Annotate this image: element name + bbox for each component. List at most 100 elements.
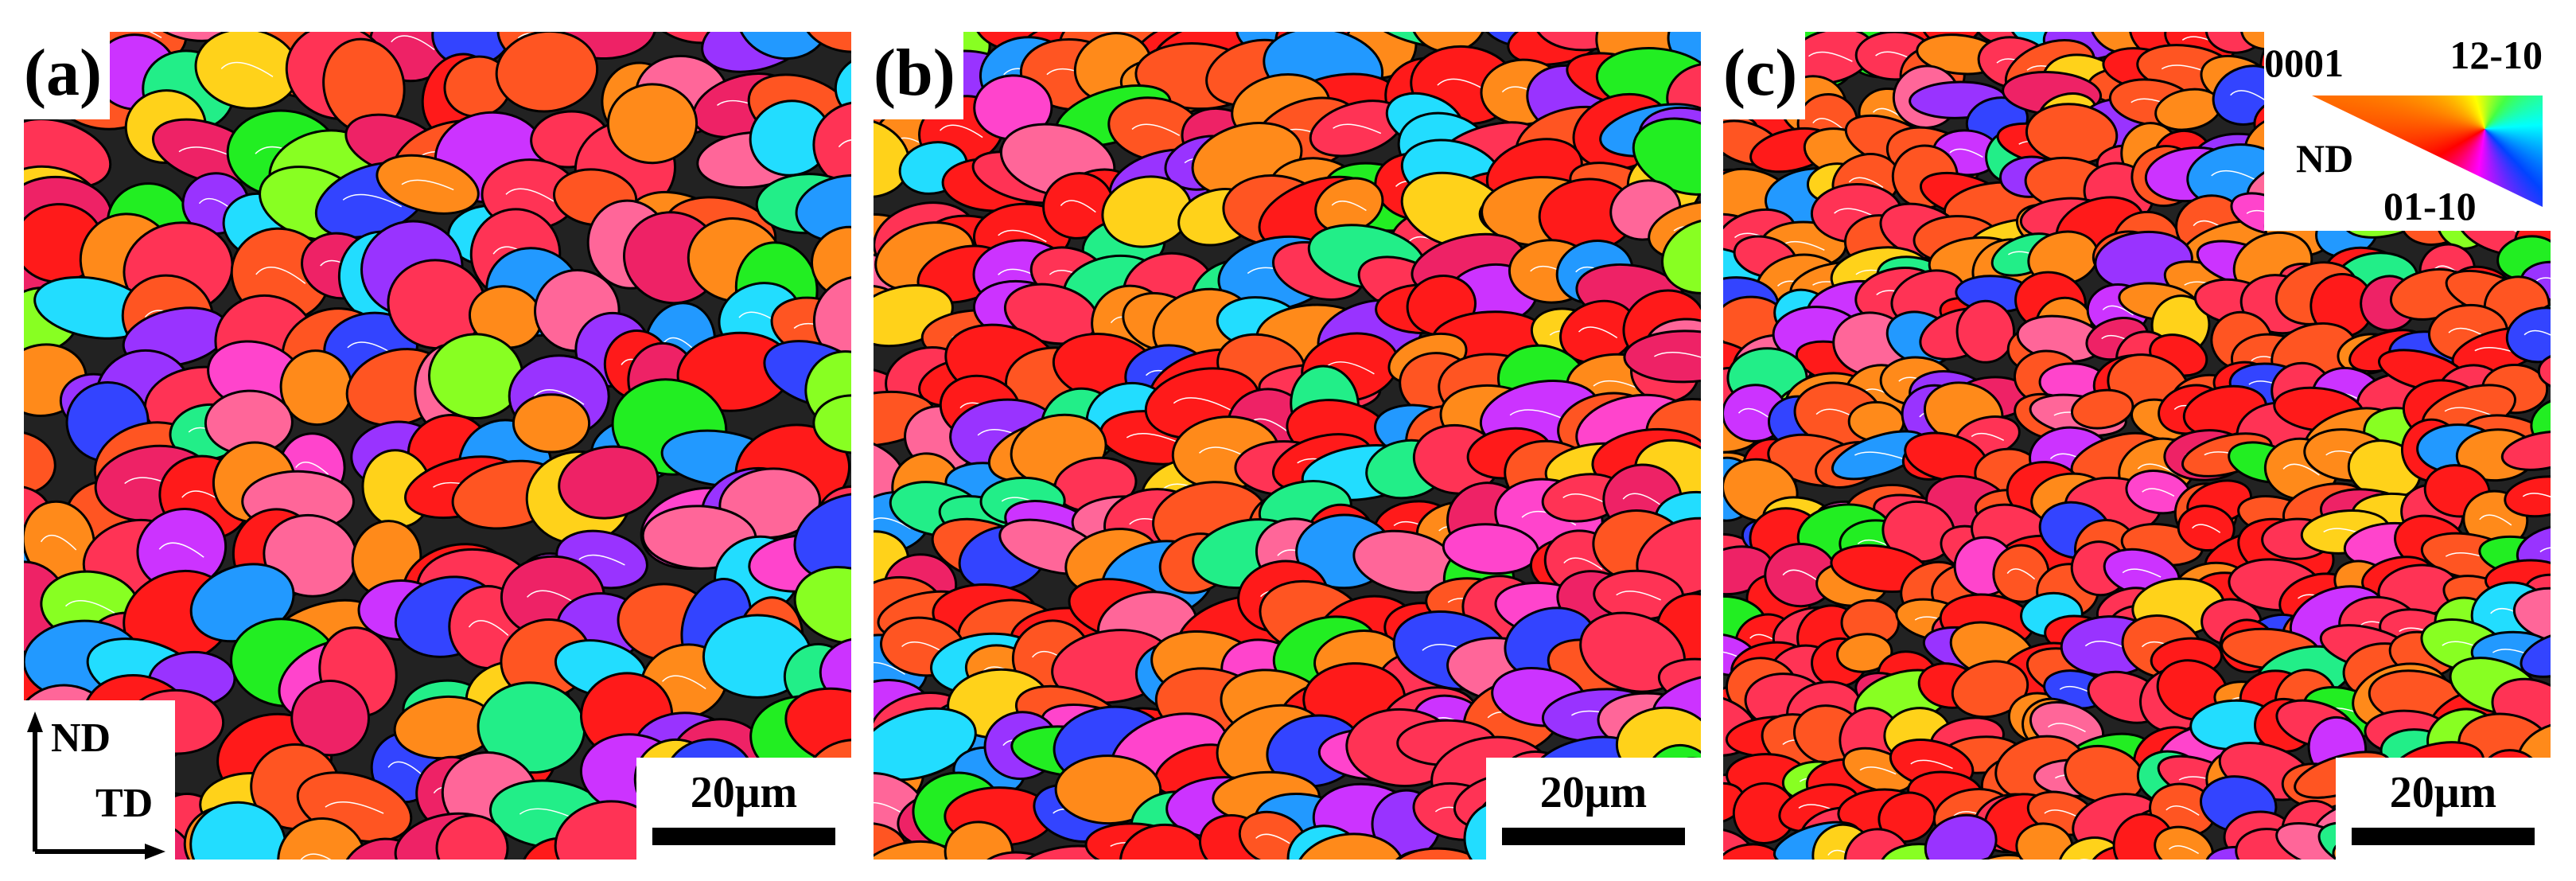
legend-label-0001: 0001 xyxy=(2264,41,2344,85)
grain xyxy=(24,430,56,496)
panel-label-b: (b) xyxy=(874,32,963,119)
grain xyxy=(2512,587,2551,643)
grain xyxy=(793,566,851,645)
grain xyxy=(1009,844,1128,860)
low-angle-boundary xyxy=(1808,51,1853,62)
scale-bar-line-a xyxy=(652,828,835,845)
ebsd-map-c: (c) 20μm 0001 12-10 ND 01-10 xyxy=(1723,32,2551,860)
low-angle-boundary xyxy=(1654,352,1701,358)
ipf-color-legend: 0001 12-10 ND 01-10 xyxy=(2264,32,2551,231)
grain xyxy=(1843,828,1912,860)
grain xyxy=(558,445,660,520)
low-angle-boundary xyxy=(1562,493,1605,503)
grain xyxy=(819,637,851,703)
grain xyxy=(277,817,367,860)
low-angle-boundary xyxy=(1255,833,1290,844)
low-angle-boundary xyxy=(1782,569,1819,582)
grain xyxy=(512,393,591,454)
scale-bar-label-c: 20μm xyxy=(2389,768,2497,817)
low-angle-boundary xyxy=(1173,397,1232,411)
low-angle-boundary xyxy=(901,641,944,653)
grain xyxy=(642,32,742,45)
grain xyxy=(2070,388,2134,430)
grain xyxy=(1955,299,2016,364)
grain xyxy=(1723,828,1757,860)
grain xyxy=(1660,218,1701,294)
low-angle-boundary xyxy=(1854,451,1905,460)
low-angle-boundary xyxy=(505,188,555,202)
grain xyxy=(874,707,977,782)
low-angle-boundary xyxy=(64,600,115,614)
low-angle-boundary xyxy=(255,267,306,284)
grain xyxy=(735,32,831,60)
low-angle-boundary xyxy=(2539,547,2551,553)
grain-map-b xyxy=(874,32,1701,860)
low-angle-boundary xyxy=(2444,407,2493,417)
grain xyxy=(977,851,1068,860)
low-angle-boundary xyxy=(1812,118,1843,130)
low-angle-boundary xyxy=(1563,557,1603,571)
grain xyxy=(2504,475,2551,518)
grain xyxy=(834,53,851,123)
grain xyxy=(142,32,239,42)
low-angle-boundary xyxy=(1971,432,2005,441)
scale-bar-a: 20μm xyxy=(636,758,851,860)
low-angle-boundary xyxy=(300,853,332,860)
axis-label-td: TD xyxy=(95,781,154,826)
low-angle-boundary xyxy=(1333,123,1382,134)
low-angle-boundary xyxy=(220,61,274,78)
grain-map-c xyxy=(1723,32,2551,860)
low-angle-boundary xyxy=(2479,514,2512,526)
low-angle-boundary xyxy=(149,32,162,39)
low-angle-boundary xyxy=(1131,123,1181,136)
low-angle-boundary xyxy=(468,620,509,636)
low-angle-boundary xyxy=(1848,177,1884,189)
low-angle-boundary xyxy=(2165,805,2200,817)
low-angle-boundary xyxy=(2230,90,2267,102)
grain xyxy=(2537,352,2551,391)
grain xyxy=(339,837,433,860)
legend-label-01-10: 01-10 xyxy=(2383,184,2477,228)
scale-bar-c: 20μm xyxy=(2336,758,2551,860)
grain xyxy=(1836,633,1893,673)
legend-label-12-10: 12-10 xyxy=(2450,33,2543,77)
low-angle-boundary xyxy=(874,517,911,529)
low-angle-boundary xyxy=(2102,305,2134,316)
low-angle-boundary xyxy=(940,124,983,138)
low-angle-boundary xyxy=(1859,766,1897,775)
axes-arrows-icon xyxy=(27,711,165,860)
low-angle-boundary xyxy=(2048,723,2086,733)
low-angle-boundary xyxy=(401,179,454,191)
low-angle-boundary xyxy=(40,534,77,551)
grain xyxy=(1390,847,1489,860)
low-angle-boundary xyxy=(387,761,422,775)
grain xyxy=(435,814,509,860)
low-angle-boundary xyxy=(1616,591,1661,601)
scale-bar-label-a: 20μm xyxy=(690,768,798,817)
low-angle-boundary xyxy=(325,801,384,814)
low-angle-boundary xyxy=(2168,845,2199,855)
grain xyxy=(495,32,599,113)
panel-label-a: (a) xyxy=(24,32,110,119)
grain xyxy=(1956,854,2037,860)
low-angle-boundary xyxy=(342,193,403,208)
low-angle-boundary xyxy=(2044,809,2080,818)
low-angle-boundary xyxy=(295,461,329,475)
grain xyxy=(606,83,698,165)
grain xyxy=(795,173,851,244)
axis-label-nd: ND xyxy=(51,715,111,761)
low-angle-boundary xyxy=(874,801,905,816)
low-angle-boundary xyxy=(1949,148,1983,158)
low-angle-boundary xyxy=(1331,201,1367,212)
grain xyxy=(2177,505,2236,552)
low-angle-boundary xyxy=(2282,463,2320,476)
low-angle-boundary xyxy=(2192,524,2221,533)
legend-label-nd: ND xyxy=(2296,136,2354,181)
low-angle-boundary xyxy=(2006,568,2036,580)
grain xyxy=(1723,843,1785,860)
low-angle-boundary xyxy=(838,139,851,148)
grain xyxy=(793,492,851,584)
grain xyxy=(1054,754,1162,825)
scale-bar-b: 20μm xyxy=(1486,758,1701,860)
low-angle-boundary xyxy=(2535,277,2551,282)
